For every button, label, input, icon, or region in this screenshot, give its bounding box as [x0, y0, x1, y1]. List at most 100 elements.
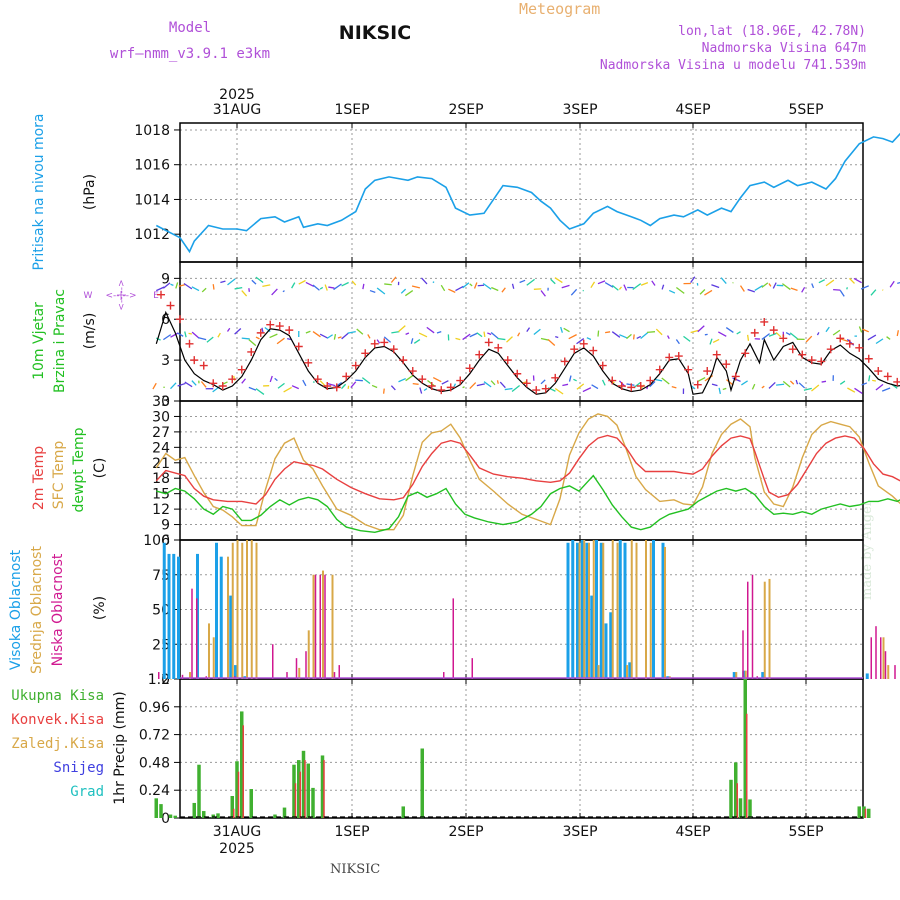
y-tick-label: 0.96 — [139, 700, 170, 716]
rain-convective-bar — [304, 760, 306, 818]
wind-barb — [547, 339, 556, 346]
gust-marker — [266, 320, 275, 329]
wind-barb — [382, 388, 385, 394]
pressure-line — [155, 132, 900, 254]
gust-marker — [541, 384, 550, 393]
wind-barb — [875, 383, 884, 391]
wind-barb — [341, 332, 350, 340]
wind-barb — [849, 277, 855, 284]
wind-barb — [197, 337, 207, 341]
wind-barb — [419, 387, 423, 394]
wind-barb — [201, 287, 207, 293]
cloud-mid-bar — [592, 540, 595, 679]
wind-barb — [251, 279, 257, 285]
gust-marker — [883, 372, 892, 381]
wind-barb — [747, 288, 755, 293]
wind-barb — [276, 337, 285, 345]
gust-marker — [494, 343, 503, 352]
gust-marker — [446, 383, 455, 392]
gust-marker — [598, 361, 607, 370]
gust-marker — [484, 338, 493, 347]
cloud-mid-bar — [882, 637, 885, 679]
cloud-mid-bar — [241, 542, 244, 679]
time-axis-top-3SEP: 3SEP — [562, 102, 597, 118]
wind-barb — [427, 380, 435, 387]
rain-convective-bar — [294, 783, 297, 818]
wind-barb — [462, 386, 465, 389]
wind-barb — [697, 325, 705, 333]
gust-marker — [185, 339, 194, 348]
cloud-high-bar — [595, 540, 598, 679]
wind-barb — [854, 387, 863, 394]
wind-barb — [661, 377, 670, 385]
cloud-high-bar — [162, 542, 166, 679]
cloud-low-bar — [875, 626, 877, 679]
wind-barb — [333, 333, 337, 340]
wind-barb — [519, 279, 526, 284]
cloud-mid-bar — [611, 540, 614, 679]
y-tick-label: 3 — [161, 353, 170, 369]
cloud-low-bar — [181, 674, 184, 679]
wind-barb — [611, 331, 621, 338]
wind-barb — [482, 283, 492, 290]
gust-marker — [361, 349, 370, 358]
wind-barb — [712, 338, 720, 344]
gust-marker — [788, 345, 797, 354]
wind-barb — [761, 385, 765, 389]
y-tick-label: 27 — [152, 425, 170, 441]
cloud-mid-bar — [331, 574, 334, 679]
wind-barb — [861, 382, 868, 386]
rain-total-bar — [311, 787, 315, 818]
cloud-mid-bar — [597, 665, 600, 679]
cloud-low-bar — [894, 665, 896, 679]
wind-barb — [347, 385, 350, 389]
cloud-low-bar — [305, 651, 307, 679]
wind-barb — [177, 332, 184, 337]
wind-barb — [241, 290, 248, 297]
wind-barb — [334, 381, 343, 388]
wind-barb — [651, 280, 656, 286]
rain-convective-bar — [233, 808, 235, 818]
wind-barb — [269, 375, 273, 383]
gust-marker — [731, 372, 740, 381]
wind-barb — [540, 337, 550, 341]
wind-barb — [550, 278, 556, 285]
wind-barb — [847, 387, 856, 393]
wind-barb — [391, 330, 400, 334]
rain-total-bar — [729, 779, 733, 818]
gust-marker — [237, 365, 246, 374]
wind-barb — [412, 382, 419, 385]
wind-barb — [312, 331, 321, 338]
cloud-low-bar — [747, 581, 749, 679]
rain-total-bar — [301, 750, 306, 818]
gust-marker — [741, 349, 750, 358]
wind-barb — [432, 376, 442, 383]
wind-barb — [816, 332, 820, 336]
wind-barb — [490, 331, 499, 339]
wind-barb — [319, 333, 329, 339]
precip-legend-2: Zaledj.Kisa — [11, 736, 104, 752]
y-tick-label: 100 — [143, 533, 170, 549]
gust-marker — [551, 373, 560, 382]
cloud-high-bar — [865, 673, 869, 679]
cloud-high-bar — [652, 540, 655, 679]
wind-barb — [356, 328, 364, 335]
wind-barb — [775, 331, 782, 338]
wind-barb — [227, 278, 236, 286]
wind-barb — [803, 387, 812, 391]
wind-barb — [404, 290, 414, 297]
panel-frame — [179, 678, 864, 819]
cloud-low-bar — [443, 672, 445, 679]
gust-marker — [228, 375, 237, 384]
wind-barb — [789, 380, 795, 385]
wind-barb — [840, 338, 849, 342]
wind-barb — [636, 335, 642, 340]
wind-barb — [177, 382, 186, 387]
gust-marker — [627, 383, 636, 392]
cloud-high-bar — [599, 542, 603, 679]
wind-barb — [432, 281, 435, 284]
panel-frame — [179, 122, 864, 263]
wind-barb — [675, 339, 680, 345]
wind-barb — [597, 280, 606, 285]
